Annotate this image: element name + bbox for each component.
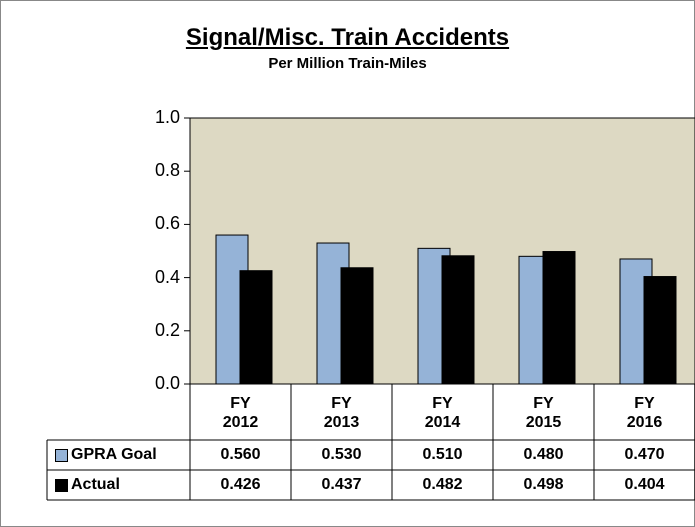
x-tick-label: FY 2013 [323,395,360,431]
bar [441,255,475,385]
bar [643,276,677,385]
x-tick-label: FY 2012 [222,395,259,431]
table-cell: 0.470 [624,446,665,463]
chart-subtitle: Per Million Train-Miles [268,55,427,72]
y-tick-label: 0.6 [154,213,180,234]
legend-label: Actual [71,476,120,493]
bar [340,267,374,385]
legend-entry: GPRA Goal [47,440,190,470]
chart-title: Signal/Misc. Train Accidents [185,24,510,51]
x-tick-label: FY 2015 [525,395,562,431]
table-cell: 0.530 [321,446,362,463]
legend-key [55,448,68,462]
bar [239,270,273,385]
y-tick-label: 0.8 [154,160,180,181]
y-tick-label: 0.4 [154,266,180,287]
legend-key [55,478,68,492]
table-cell: 0.437 [321,476,362,493]
x-tick-label: FY 2014 [424,395,461,431]
x-tick-label: FY 2016 [626,395,663,431]
legend-label: GPRA Goal [71,446,157,463]
table-cell: 0.510 [422,446,463,463]
table-cell: 0.560 [220,446,261,463]
bar [542,251,576,385]
y-tick-label: 1.0 [154,107,180,127]
table-cell: 0.404 [624,476,665,493]
y-tick-label: 0.2 [154,319,180,340]
y-tick-label: 0.0 [154,373,180,393]
table-cell: 0.480 [523,446,564,463]
table-cell: 0.482 [422,476,463,493]
table-cell: 0.498 [523,476,564,493]
table-cell: 0.426 [220,476,261,493]
legend-entry: Actual [47,470,190,500]
